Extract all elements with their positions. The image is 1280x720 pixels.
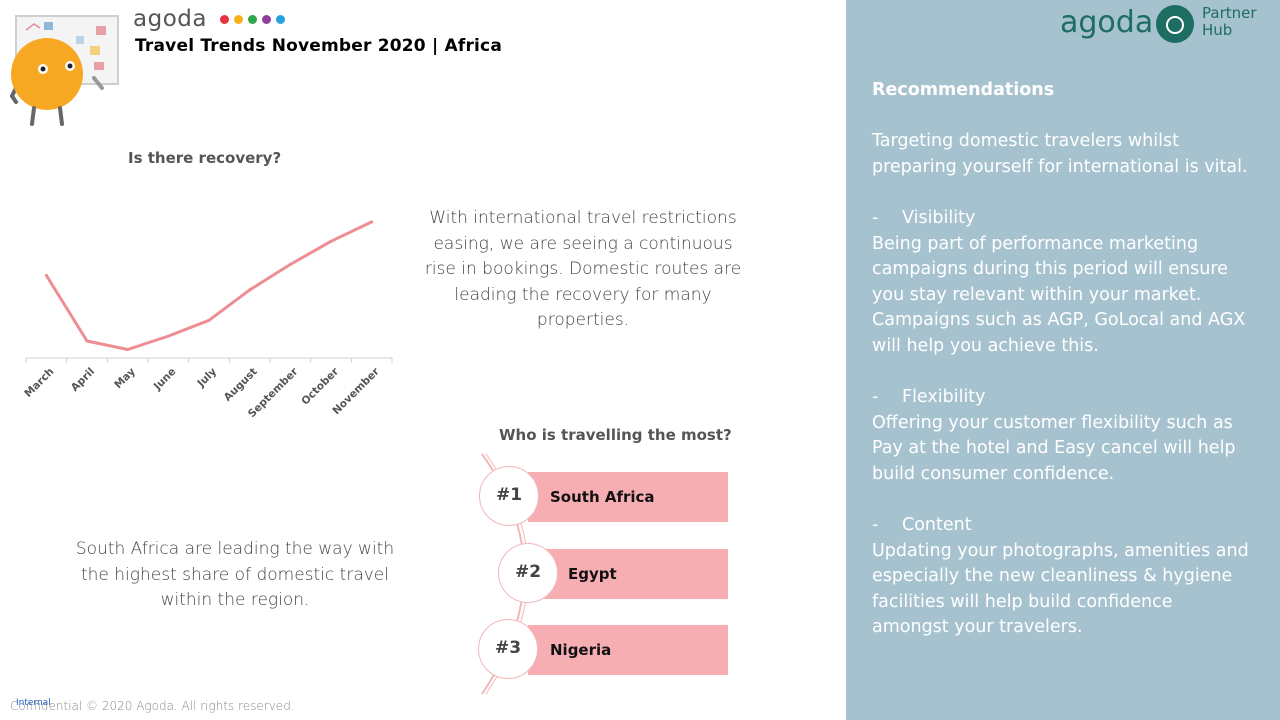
recovery-line-chart: March April May June July AugustSeptemberOcto… [22, 220, 393, 420]
data-point-march [44, 273, 48, 277]
recommendation-body: Offering your customer flexibility such … [872, 412, 1236, 484]
rank-badge-1: #1 [479, 466, 539, 526]
partner-hub-logo: agoda Partner Hub [1060, 3, 1280, 47]
x-tick-label-march: March [22, 366, 56, 400]
rank-bar-2: Egypt [528, 549, 728, 599]
rank-bar-3: Nigeria [528, 625, 728, 675]
data-point-september [288, 262, 292, 266]
x-tick-label-august: August [222, 366, 260, 404]
x-tick-label-may: May [112, 366, 138, 392]
recommendation-title: Visibility [902, 207, 976, 228]
recommendation-content: - Content Updating your photographs, amen… [872, 515, 1249, 638]
rank-country-1: South Africa [550, 488, 655, 506]
brand-dot-5 [275, 15, 285, 24]
x-tick-label-june: June [151, 366, 179, 394]
rank-country-3: Nigeria [550, 641, 612, 659]
data-point-june [166, 334, 170, 338]
agoda-wordmark: agoda [133, 6, 207, 32]
brand-dot-3 [247, 15, 257, 24]
recommendation-body: Being part of performance marketing camp… [872, 233, 1246, 356]
confidential-footer: Confidential © 2020 Agoda. All rights re… [10, 699, 295, 713]
x-tick-label-july: July [194, 366, 219, 391]
page-title: Travel Trends November 2020 | Africa [135, 36, 502, 56]
partner-hub-wordmark: agoda [1060, 5, 1154, 40]
data-point-may [126, 347, 130, 351]
data-point-july [207, 318, 211, 322]
partner-hub-icon [1156, 5, 1194, 43]
data-point-november [370, 220, 374, 224]
chart-title: Is there recovery? [128, 149, 282, 167]
domestic-text: South Africa are leading the way with th… [75, 539, 395, 610]
recommendations-panel [846, 0, 1280, 720]
x-tick-label-april: April [69, 366, 97, 394]
brand-dots [215, 6, 285, 32]
ranking-title: Who is travelling the most? [499, 426, 732, 444]
recommendation-title: Flexibility [902, 387, 986, 408]
series-line [45, 220, 373, 351]
recommendations-heading: Recommendations [872, 80, 1055, 100]
recommendation-flexibility: - Flexibility Offering your customer flex… [872, 387, 1236, 484]
rank-country-2: Egypt [568, 565, 617, 583]
rank-bar-1: South Africa [528, 472, 728, 522]
recommendations-intro: Targeting domestic travelers whilst prep… [872, 131, 1248, 177]
data-point-october [329, 239, 333, 243]
recommendation-body: Updating your photographs, amenities and… [872, 540, 1249, 638]
recommendations-content: Recommendations Targeting domestic trave… [872, 78, 1252, 667]
rank-badge-3: #3 [478, 619, 538, 679]
rank-badge-2: #2 [498, 543, 558, 603]
internal-label: Internal [16, 698, 51, 708]
data-point-april [85, 339, 89, 343]
partner-hub-text: Partner Hub [1202, 4, 1257, 39]
brand-dot-4 [261, 15, 271, 24]
x-tick-label-october: October [299, 365, 341, 407]
data-point-august [248, 288, 252, 292]
recommendation-visibility: - Visibility Being part of performance ma… [872, 207, 1246, 356]
brand-dot-1 [219, 15, 229, 24]
mascot-illustration [10, 15, 119, 126]
recommendation-title: Content [902, 515, 972, 536]
brand-dot-2 [233, 15, 243, 24]
agoda-logo: agoda [133, 6, 285, 32]
recovery-text: With international travel restrictions e… [424, 208, 742, 330]
